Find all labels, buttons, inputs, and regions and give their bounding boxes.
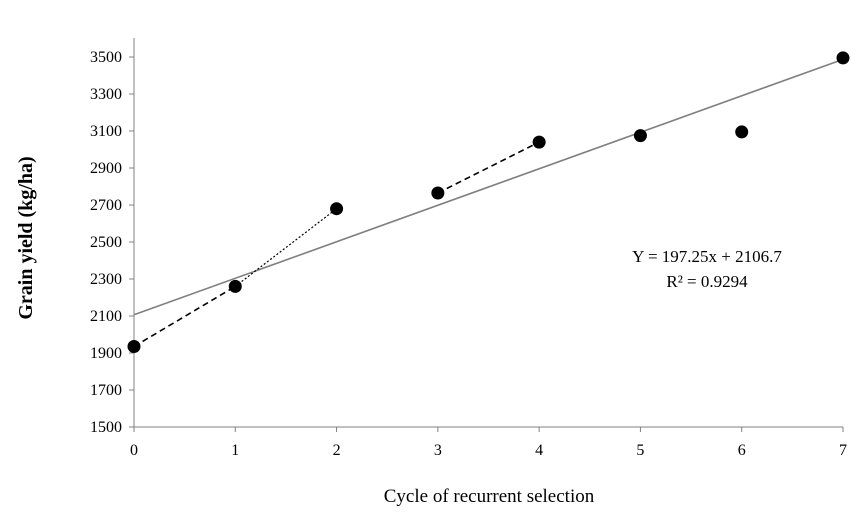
y-tick-label: 3300 — [90, 86, 122, 103]
x-tick-label: 7 — [839, 442, 847, 459]
data-point — [431, 186, 445, 200]
y-tick-label: 1700 — [90, 382, 122, 399]
y-tick-label: 1500 — [90, 419, 122, 436]
connector-dashed — [437, 141, 540, 194]
x-tick-label: 1 — [231, 442, 239, 459]
x-axis-title: Cycle of recurrent selection — [384, 486, 595, 507]
x-tick-label: 6 — [738, 442, 746, 459]
points-group — [127, 51, 850, 354]
y-tick-label: 1900 — [90, 345, 122, 362]
connector-dotted — [234, 208, 337, 287]
data-point — [532, 135, 546, 149]
trendline-r2: R² = 0.9294 — [666, 272, 748, 291]
y-tick-label: 2300 — [90, 271, 122, 288]
trendline-equation: Y = 197.25x + 2106.7 — [632, 247, 782, 266]
trendline — [133, 58, 844, 316]
x-tick-label: 2 — [333, 442, 341, 459]
connectors-group — [133, 141, 540, 348]
y-tick-label: 2900 — [90, 160, 122, 177]
x-tick-label: 3 — [434, 442, 442, 459]
y-tick-label: 2100 — [90, 308, 122, 325]
x-tick-label: 0 — [130, 442, 138, 459]
axes-group: 1500 1700 1900 2100 2300 2500 2700 2900 3100 3300… — [90, 38, 847, 459]
data-point — [735, 125, 749, 139]
data-point — [127, 340, 141, 354]
y-tick-label: 3500 — [90, 49, 122, 66]
y-tick-label: 2500 — [90, 234, 122, 251]
data-point — [228, 279, 242, 293]
x-tick-label: 4 — [535, 442, 543, 459]
trendline-group — [133, 58, 844, 316]
y-tick-label: 2700 — [90, 197, 122, 214]
y-axis-title: Grain yield (kg/ha) — [15, 156, 37, 319]
data-point — [633, 129, 647, 143]
data-point — [836, 51, 850, 65]
data-point — [330, 202, 344, 216]
y-tick-label: 3100 — [90, 123, 122, 140]
x-tick-label: 5 — [636, 442, 644, 459]
